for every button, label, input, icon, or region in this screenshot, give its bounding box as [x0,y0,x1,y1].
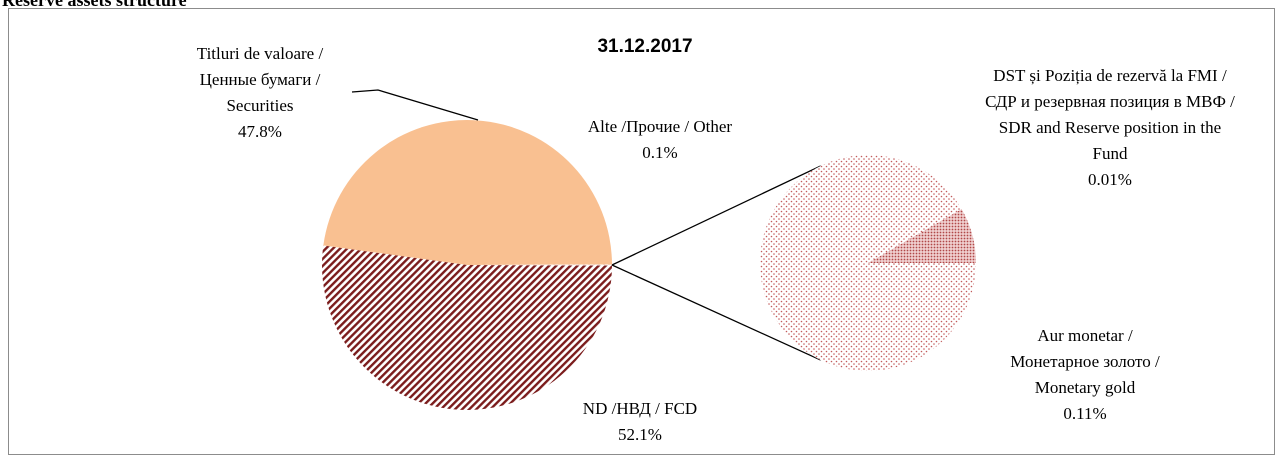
chart-title: 31.12.2017 [597,36,692,57]
pie-slice [760,154,976,371]
value-label: 52.1% [618,425,662,444]
slice-label: Titluri de valoare / [197,44,324,63]
slice-label: СДР и резервная позиция в МВФ / [985,92,1235,111]
connector-line [611,165,821,266]
value-label: 47.8% [238,122,282,141]
slice-label: DST și Poziția de rezervă la FMI / [993,66,1227,85]
slice-label: Aur monetar / [1037,326,1133,345]
slice-label: Monetary gold [1035,378,1136,397]
slice-label: Ценные бумаги / [200,70,321,89]
pie-slice [868,209,976,263]
slice-label: SDR and Reserve position in the [999,118,1221,137]
pie-slice [323,120,612,265]
leader-line [351,89,479,121]
heading: Reserve assets structure [2,0,187,10]
slice-label: Монетарное золото / [1010,352,1160,371]
slice-label: Securities [226,96,293,115]
value-label: 0.01% [1088,170,1132,189]
slice-label: ND /НВД / FCD [583,399,697,418]
slice-label: Fund [1093,144,1128,163]
slice-label: Alte /Прочие / Other [588,117,733,136]
pie-slice [322,245,612,411]
value-label: 0.11% [1063,404,1106,423]
pie-slice [467,264,612,266]
connector-line [611,264,821,361]
chart-frame [8,8,1275,455]
value-label: 0.1% [642,143,677,162]
